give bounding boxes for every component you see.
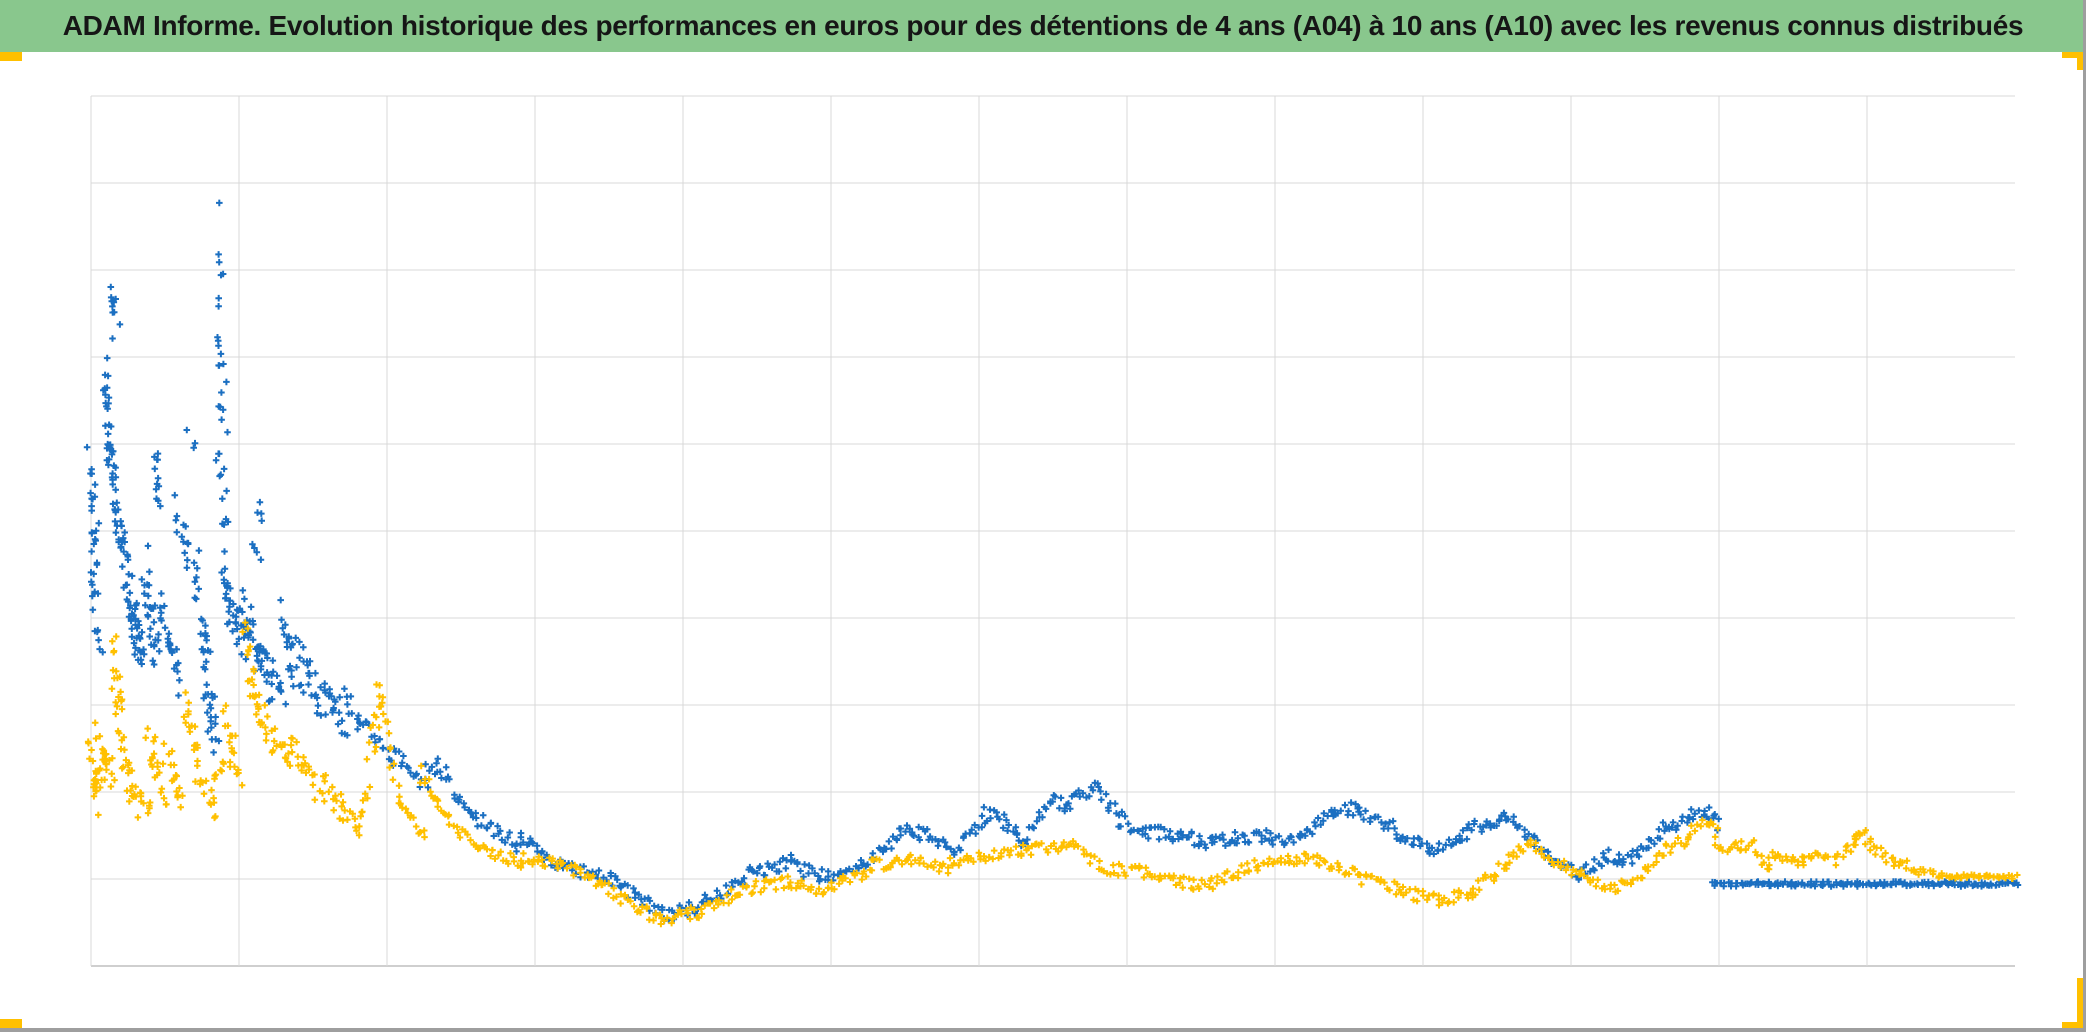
corner-accent-top-left: [0, 52, 22, 61]
corner-accent-top-right-horizontal: [2062, 52, 2083, 58]
series-gold: [84, 619, 2021, 928]
title-banner: ADAM Informe. Evolution historique des p…: [0, 0, 2086, 52]
corner-accent-bottom-left: [0, 1019, 22, 1029]
slide-border-bottom: [0, 1028, 2086, 1032]
corner-accent-top-right-vertical: [2077, 52, 2083, 70]
performance-scatter-chart: [0, 52, 2086, 1028]
corner-accent-bottom-right-vertical: [2077, 978, 2083, 1028]
series-blue: [83, 199, 2022, 925]
chart-canvas: [83, 95, 2022, 967]
slide-border-right: [2083, 0, 2086, 1032]
corner-accent-bottom-right-horizontal: [2062, 1022, 2083, 1028]
slide-title: ADAM Informe. Evolution historique des p…: [62, 10, 2024, 41]
